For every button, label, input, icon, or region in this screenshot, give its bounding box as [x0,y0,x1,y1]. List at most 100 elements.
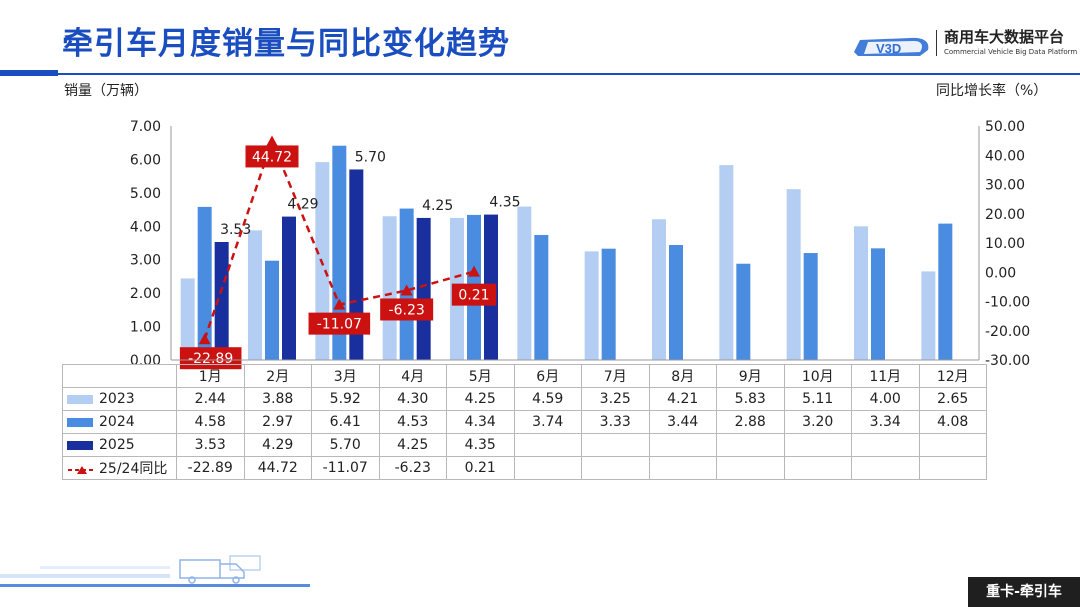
table-cell [648,433,717,457]
x-tick-label: 5月 [446,364,515,388]
table-header-row: 1月 2月 3月 4月 5月 6月 7月 8月 9月 10月 11月 12月 [62,364,987,388]
bar-2025-3月 [349,169,364,360]
yoy-point-marker [400,284,413,296]
right-axis-title: 同比增长率（%） [936,83,1048,99]
bar-2023-12月 [921,271,936,360]
table-cell: 3.33 [581,410,650,434]
logo-name: 商用车大数据平台 [944,28,1065,46]
x-tick-label: 9月 [716,364,785,388]
table-cell: 4.21 [648,387,717,411]
table-cell: 4.00 [851,387,920,411]
table-cell [513,456,582,480]
bar-value-label-2025: 4.29 [287,197,318,213]
table-cell: 4.58 [176,410,245,434]
category-tag: 重卡-牵引车 [968,577,1080,607]
legend-label: 2024 [99,414,135,430]
y2-tick-label: 50.00 [985,119,1025,135]
title-accent-bar [0,70,58,76]
bar-2023-7月 [584,251,599,360]
yoy-value-label: -22.89 [188,351,233,367]
legend-swatch [67,394,93,404]
y2-tick-label: -10.00 [985,295,1030,311]
y-tick-label: 4.00 [130,219,161,235]
y2-tick-label: 20.00 [985,207,1025,223]
table-cell [716,433,785,457]
table-cell: -11.07 [311,456,380,480]
y-tick-label: 6.00 [130,152,161,168]
table-cell: 4.59 [513,387,582,411]
bar-2024-4月 [399,208,414,360]
bar-2024-1月 [197,206,212,360]
x-tick-label: 1月 [176,364,245,388]
bar-2024-12月 [938,223,953,360]
legend-entry: 2025 [62,433,177,457]
table-cell [918,456,987,480]
y2-tick-label: 10.00 [985,236,1025,252]
yoy-value-label: -11.07 [317,317,362,333]
yoy-point-marker [266,135,278,147]
table-cell: 5.92 [311,387,380,411]
bar-value-label-2025: 4.35 [489,195,520,211]
bar-value-label-2025: 3.53 [220,222,251,238]
table-cell: 4.25 [446,387,515,411]
table-cell [581,433,650,457]
legend-swatch [67,440,93,450]
yoy-label-box [179,347,242,370]
y-tick-label: 7.00 [130,119,161,135]
table-cell: 3.53 [176,433,245,457]
logo-separator [936,30,937,56]
table-cell: 2.88 [716,410,785,434]
table-cell [716,456,785,480]
legend-entry: 25/24同比 [62,456,177,480]
table-cell [648,456,717,480]
legend-label: 2025 [99,437,135,453]
table-cell: 3.34 [851,410,920,434]
table-cell: 0.21 [446,456,515,480]
left-axis-title: 销量（万辆） [64,83,148,99]
bar-2024-6月 [534,234,549,360]
bar-2023-8月 [652,219,666,360]
table-row: 2023 2.44 3.88 5.92 4.30 4.25 4.59 3.25 4.21 5.83… [62,387,987,411]
legend-line-icon [68,466,96,474]
table-cell: 2.97 [243,410,312,434]
yoy-point-marker [198,333,211,345]
y-tick-label: 1.00 [130,320,161,336]
bar-2023-11月 [854,226,868,360]
bar-2025-2月 [282,216,296,360]
table-cell [513,433,582,457]
logo-mark-text: V3D [876,41,901,56]
bar-2024-2月 [265,260,279,360]
bar-2023-9月 [719,165,734,360]
yoy-label-box [380,298,434,321]
table-cell: 2.65 [918,387,987,411]
yoy-point-marker [468,265,480,277]
y2-tick-label: 40.00 [985,148,1025,164]
table-cell: 4.08 [918,410,987,434]
table-cell [851,433,920,457]
table-cell: 4.53 [378,410,447,434]
table-cell: 5.70 [311,433,380,457]
bar-2025-4月 [416,217,431,360]
table-cell: 44.72 [243,456,312,480]
y2-tick-label: 30.00 [985,178,1025,194]
table-cell: 3.20 [783,410,852,434]
table-cell: 5.11 [783,387,852,411]
x-tick-label: 6月 [513,364,582,388]
bar-2024-9月 [736,263,751,360]
yoy-point-marker [333,298,346,310]
bar-2024-8月 [669,245,683,360]
y2-tick-label: -20.00 [985,324,1030,340]
x-tick-label: 11月 [851,364,920,388]
table-cell: 2.44 [176,387,245,411]
bar-2024-7月 [601,248,616,360]
legend-entry: 2024 [62,410,177,434]
table-cell: 4.29 [243,433,312,457]
yoy-value-label: -6.23 [389,302,425,318]
bar-value-label-2025: 5.70 [355,149,386,165]
table-cell: 4.35 [446,433,515,457]
table-cell: 3.25 [581,387,650,411]
table-cell [783,456,852,480]
bar-2023-2月 [248,230,262,360]
truck-decoration [0,555,310,587]
bar-2023-1月 [180,278,195,360]
